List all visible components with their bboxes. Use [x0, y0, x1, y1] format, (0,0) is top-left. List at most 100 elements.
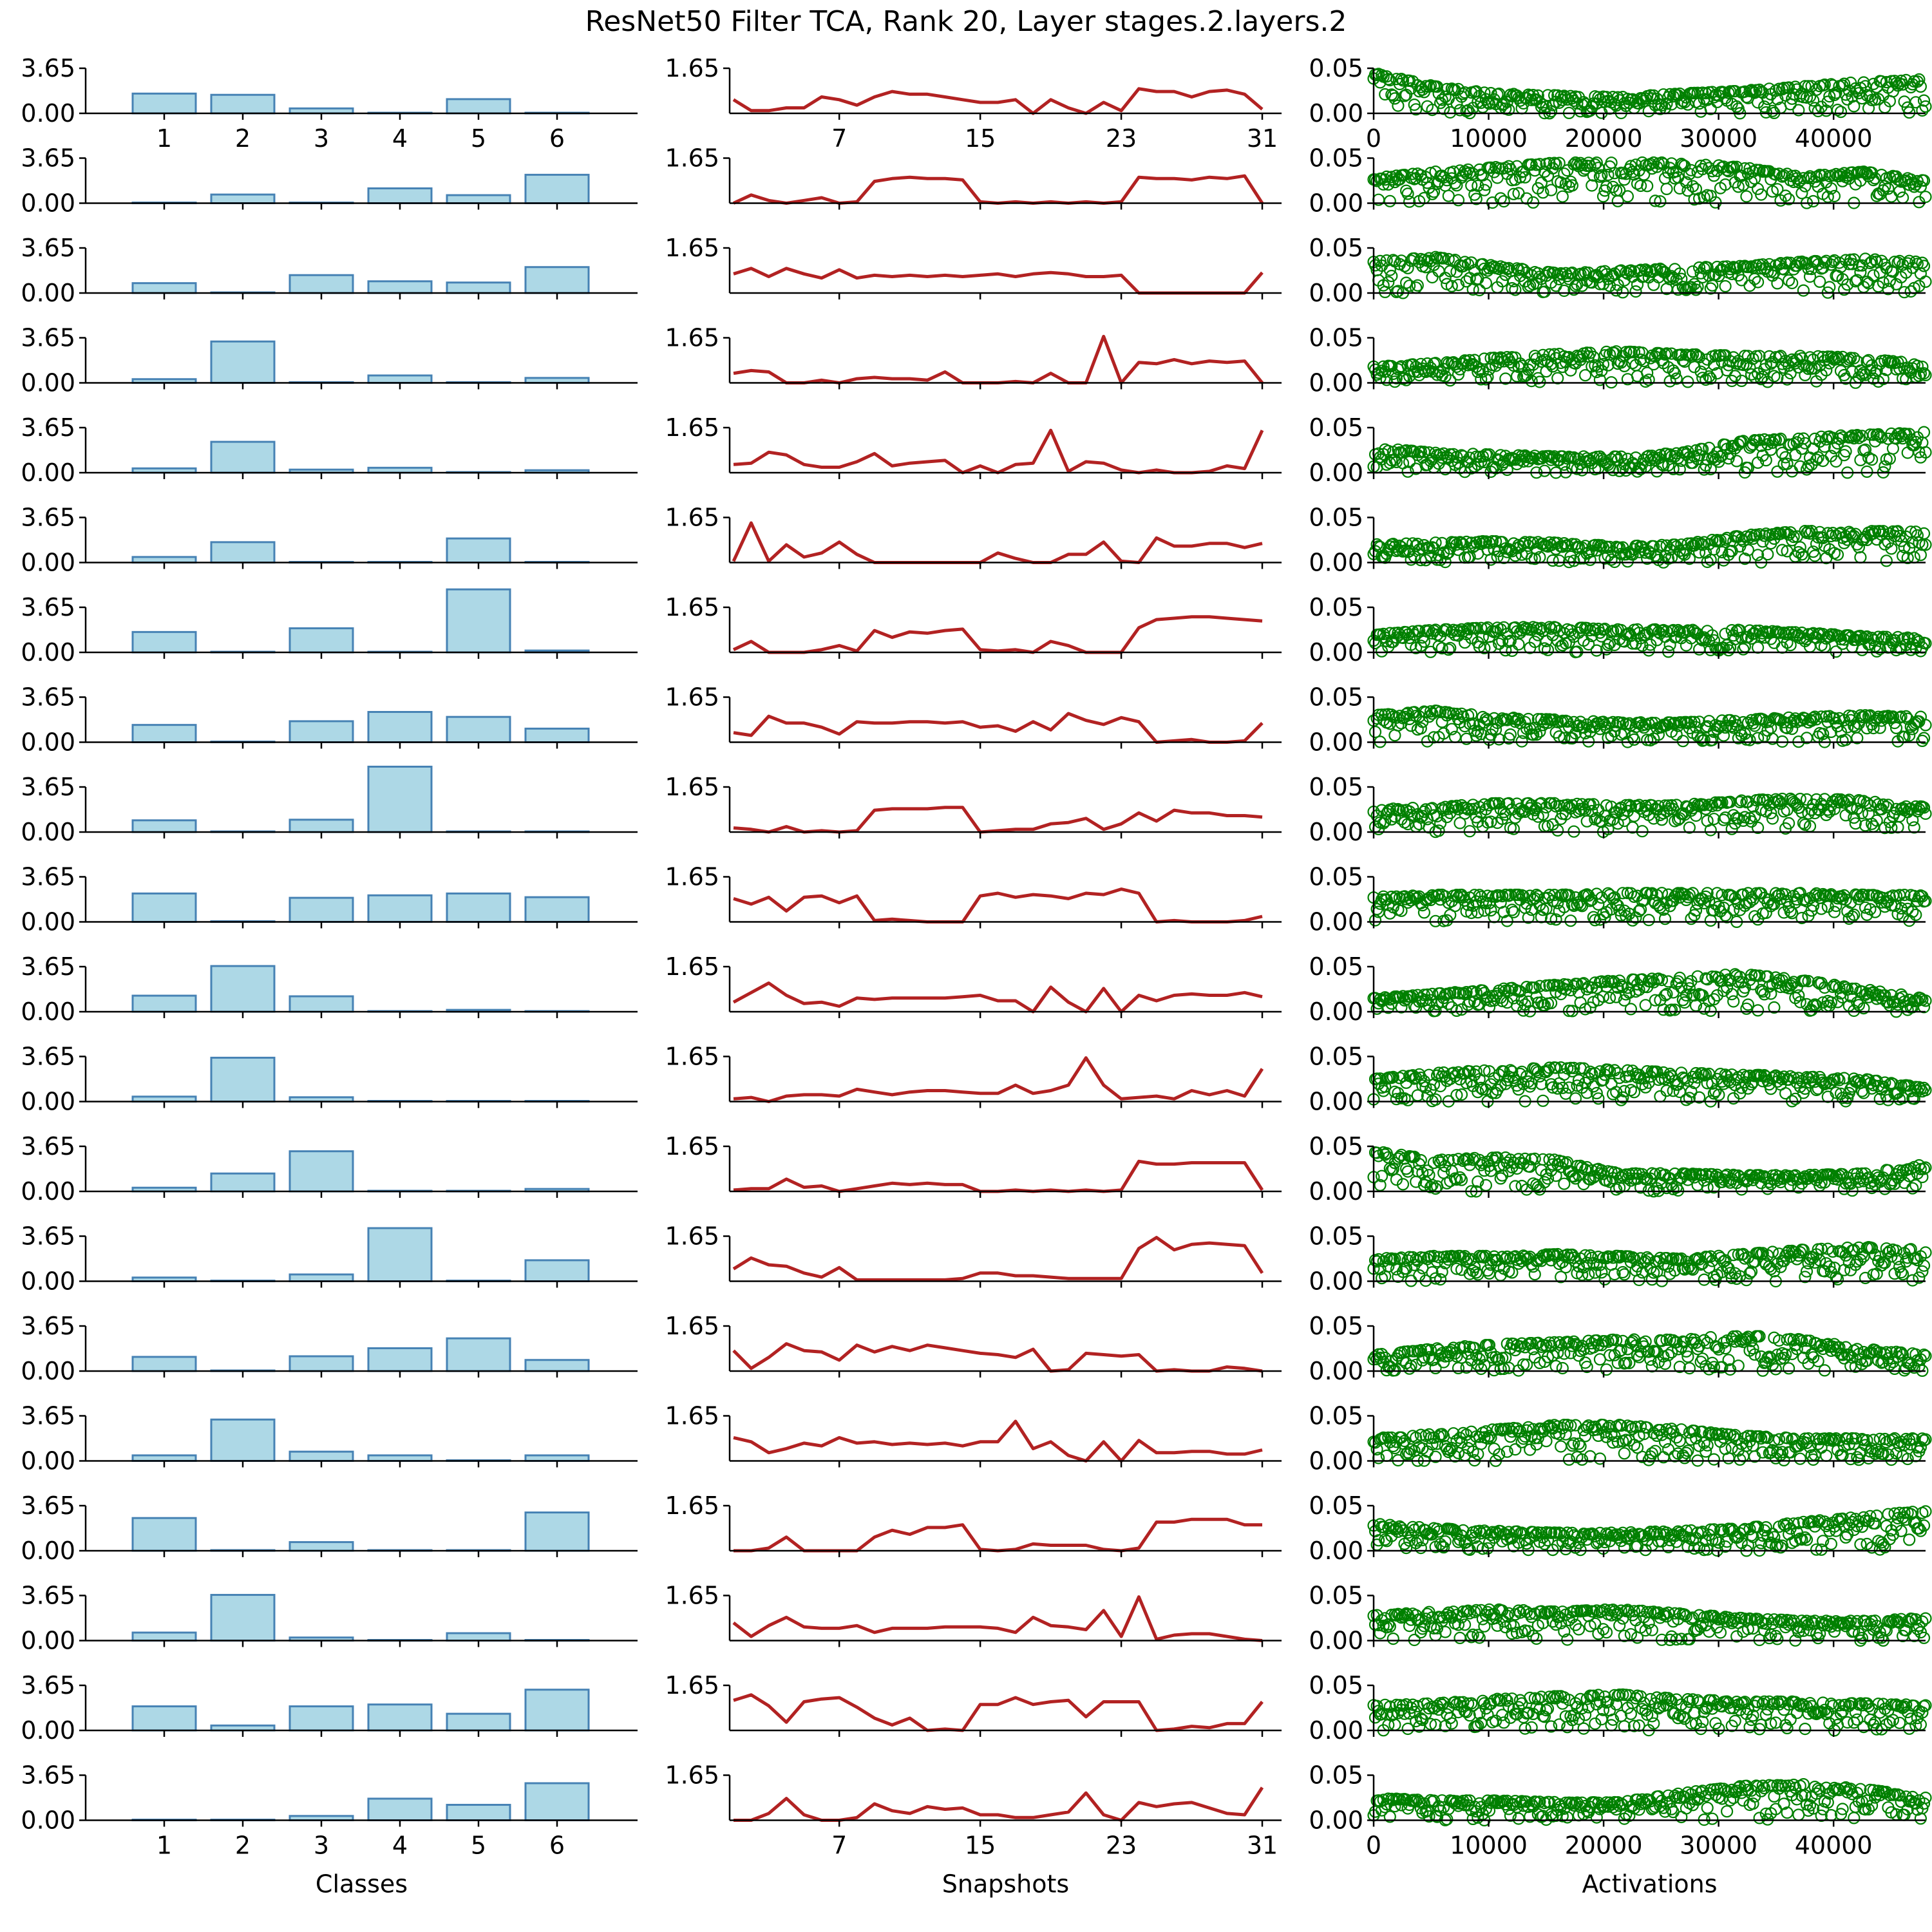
activation-point: [1564, 914, 1577, 927]
y-tick-label: 0.00: [21, 189, 75, 218]
bar-class-3: [289, 627, 354, 654]
factor-panels: 3.650.001 2 3 4 5 61.657 15 23 310.050.000 10000 2…: [21, 54, 1932, 1899]
activation-scatter-panel: 0.050.00: [1309, 952, 1932, 1026]
activation-point: [1395, 72, 1408, 86]
activation-point: [1478, 184, 1491, 196]
activation-point: [1772, 433, 1786, 446]
activation-point: [1917, 174, 1931, 187]
activation-point: [1703, 370, 1716, 383]
activation-point: [1867, 77, 1880, 90]
factor-row-1: 3.650.001 2 3 4 5 61.657 15 23 310.050.000 10000 2…: [21, 54, 1932, 153]
activation-point: [1667, 364, 1680, 377]
activation-point: [1706, 279, 1719, 292]
activation-point: [1851, 274, 1864, 287]
activation-point: [1535, 176, 1548, 189]
activation-point: [1460, 275, 1473, 288]
activation-point: [1558, 284, 1571, 298]
activation-point: [1466, 167, 1479, 180]
activation-scatter-panel: 0.050.00: [1309, 1132, 1932, 1206]
activation-point: [1747, 352, 1759, 365]
y-tick-label: 0.00: [1309, 998, 1363, 1026]
activation-point: [1663, 375, 1676, 388]
activation-scatter-panel: 0.050.000 10000 20000 30000 40000: [1309, 54, 1932, 153]
y-tick-label: 0.00: [1309, 1177, 1363, 1206]
activation-point: [1766, 104, 1779, 117]
y-tick-label: 3.65: [21, 593, 75, 621]
activation-scatter-panel: 0.050.00: [1309, 773, 1932, 846]
activation-point: [1410, 103, 1423, 116]
activation-point: [1459, 256, 1472, 269]
bar-class-6: [524, 1259, 590, 1282]
activation-point: [1472, 458, 1484, 471]
activation-point: [1821, 350, 1834, 363]
activation-point: [1893, 254, 1906, 267]
activation-point: [1689, 348, 1703, 361]
activation-point: [1848, 100, 1861, 113]
activation-point: [1730, 100, 1743, 113]
activation-point: [1507, 187, 1520, 200]
class-bar-panel: 3.650.00: [21, 324, 638, 397]
factor-row-9: 3.650.001.65 0.050.00: [21, 766, 1932, 846]
activation-point: [1642, 105, 1655, 118]
x-tick-label: 3: [314, 124, 329, 153]
activation-point: [1855, 643, 1868, 656]
snapshot-series-line: [733, 1056, 1264, 1103]
activation-point: [1649, 194, 1662, 207]
activation-point: [1411, 279, 1424, 292]
activation-point: [1828, 353, 1841, 366]
y-tick-label: 0.05: [1309, 863, 1363, 891]
activation-point: [1504, 728, 1517, 741]
bar-class-1: [131, 892, 197, 923]
y-tick-label: 0.00: [21, 99, 75, 128]
activation-point: [1914, 367, 1927, 380]
activation-point: [1479, 276, 1492, 290]
activation-point: [1686, 265, 1700, 278]
bar-class-3: [289, 819, 354, 833]
y-tick-label: 0.00: [1309, 1088, 1363, 1116]
activation-point: [1916, 360, 1929, 374]
activation-point: [1807, 194, 1820, 208]
activation-point: [1484, 87, 1497, 100]
y-tick-label: 3.65: [21, 324, 75, 352]
activation-point: [1387, 254, 1399, 267]
activation-point: [1753, 350, 1766, 363]
activation-point: [1680, 176, 1692, 189]
activation-point: [1383, 194, 1396, 207]
activation-point: [1405, 254, 1417, 267]
snapshot-line-panel: 1.657 15 23 31: [665, 54, 1282, 153]
activation-point: [1893, 185, 1906, 198]
bar-class-3: [289, 995, 354, 1013]
activation-point: [1546, 360, 1559, 373]
activation-point: [1866, 453, 1879, 466]
activation-point: [1834, 106, 1848, 118]
activation-point: [1538, 285, 1551, 298]
y-tick-label: 0.05: [1309, 234, 1363, 262]
activation-point: [1596, 357, 1610, 371]
activation-point: [1607, 91, 1620, 104]
activation-point: [1821, 95, 1834, 108]
snapshot-line-panel: 1.65: [665, 773, 1282, 838]
activation-point: [1519, 171, 1531, 184]
factor-row-2: 3.650.001.65 0.050.00: [21, 144, 1932, 218]
bar-class-6: [524, 896, 590, 923]
activation-point: [1901, 446, 1914, 459]
activation-point: [1869, 366, 1882, 380]
activation-point: [1525, 93, 1538, 106]
activation-point: [1759, 454, 1772, 467]
activation-point: [1667, 271, 1680, 284]
y-tick-label: 0.05: [1309, 413, 1363, 442]
activation-point: [1763, 82, 1776, 95]
snapshot-series-line: [733, 806, 1263, 834]
activation-point: [1618, 173, 1631, 186]
bar-class-2: [210, 193, 276, 205]
y-tick-label: 0.05: [1309, 683, 1363, 712]
activation-point: [1795, 187, 1808, 200]
y-tick-label: 1.65: [665, 593, 719, 621]
bar-class-5: [446, 537, 511, 564]
activation-point: [1479, 178, 1492, 191]
activation-point: [1590, 156, 1603, 169]
activation-point: [1525, 374, 1538, 388]
activation-point: [1667, 462, 1680, 475]
snapshot-line-panel: 1.65: [665, 863, 1282, 929]
activation-point: [1476, 450, 1489, 463]
